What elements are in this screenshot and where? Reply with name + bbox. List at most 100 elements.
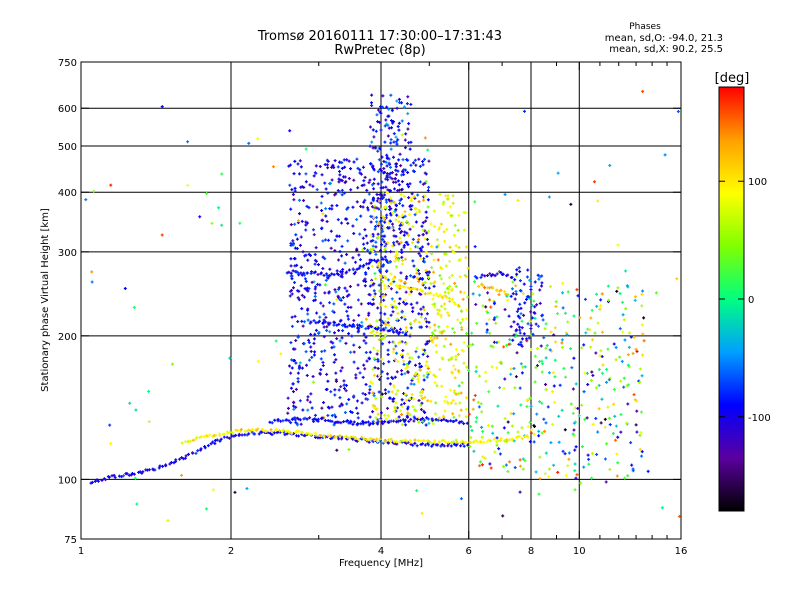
data-point xyxy=(296,335,300,339)
data-point xyxy=(508,338,512,342)
data-point xyxy=(376,232,380,236)
data-point xyxy=(209,442,213,446)
data-point xyxy=(334,358,338,362)
data-point xyxy=(425,312,429,316)
data-point xyxy=(335,337,339,341)
data-point xyxy=(290,366,294,370)
data-point xyxy=(389,313,393,317)
data-point xyxy=(566,464,570,468)
data-point xyxy=(355,218,359,222)
data-point xyxy=(378,418,382,422)
data-point xyxy=(515,268,519,272)
data-point xyxy=(383,413,387,417)
data-point xyxy=(340,270,344,274)
data-point xyxy=(541,318,545,322)
data-point xyxy=(356,326,360,330)
x-tick-label: 10 xyxy=(573,546,586,557)
data-point xyxy=(444,264,448,268)
data-point xyxy=(453,223,457,227)
data-point xyxy=(394,165,398,169)
data-point xyxy=(442,329,446,333)
data-point xyxy=(570,366,574,370)
data-point xyxy=(590,308,594,312)
data-point xyxy=(544,346,548,350)
data-point xyxy=(493,316,497,320)
data-point xyxy=(536,324,540,328)
data-point xyxy=(387,221,391,225)
data-point xyxy=(364,383,368,387)
data-point xyxy=(434,350,438,354)
data-point xyxy=(615,289,619,293)
data-point xyxy=(345,217,349,221)
data-point xyxy=(374,277,378,281)
data-point xyxy=(403,298,407,302)
data-point xyxy=(564,474,568,478)
data-point xyxy=(211,440,215,444)
data-point xyxy=(598,307,602,311)
data-point xyxy=(371,325,375,329)
data-point xyxy=(389,287,393,291)
data-point xyxy=(323,349,327,353)
data-point xyxy=(569,202,573,206)
data-point xyxy=(269,428,273,432)
data-point xyxy=(571,411,575,415)
data-point xyxy=(305,271,309,275)
data-point xyxy=(638,367,642,371)
data-point xyxy=(394,401,398,405)
data-point xyxy=(597,407,601,411)
data-point xyxy=(384,391,388,395)
data-point xyxy=(172,461,176,465)
data-point xyxy=(256,359,260,363)
data-point xyxy=(413,213,417,217)
data-point xyxy=(398,331,402,335)
data-point xyxy=(299,235,303,239)
data-point xyxy=(564,331,568,335)
data-point xyxy=(361,248,365,252)
data-point xyxy=(565,333,569,337)
data-point xyxy=(306,318,310,322)
data-point xyxy=(406,365,410,369)
data-point xyxy=(387,323,391,327)
data-point xyxy=(603,457,607,461)
chart-subtitle: RwPretec (8p) xyxy=(334,43,425,58)
data-point xyxy=(372,135,376,139)
data-point xyxy=(566,290,570,294)
data-point xyxy=(600,355,604,359)
data-point xyxy=(474,439,478,443)
data-point xyxy=(417,252,421,256)
data-point xyxy=(403,302,407,306)
data-point xyxy=(537,429,541,433)
data-point xyxy=(363,393,367,397)
data-point xyxy=(346,314,350,318)
data-point xyxy=(527,295,531,299)
data-point xyxy=(464,440,468,444)
data-point xyxy=(352,160,356,164)
data-point xyxy=(488,462,492,466)
data-point xyxy=(414,350,418,354)
data-point xyxy=(419,325,423,329)
phase-stats-o: mean, sd,O: -94.0, 21.3 xyxy=(605,33,723,44)
data-point xyxy=(410,356,414,360)
data-point xyxy=(601,371,605,375)
data-point xyxy=(543,472,547,476)
data-point xyxy=(290,417,294,421)
data-point xyxy=(313,287,317,291)
data-point xyxy=(407,185,411,189)
data-point xyxy=(194,451,198,455)
data-point xyxy=(294,387,298,391)
data-point xyxy=(632,335,636,339)
data-point xyxy=(438,367,442,371)
data-point xyxy=(215,438,219,442)
data-point xyxy=(372,258,376,262)
data-point xyxy=(198,215,202,219)
data-point xyxy=(382,171,386,175)
data-point xyxy=(506,273,510,277)
data-point xyxy=(515,272,519,276)
data-point xyxy=(344,383,348,387)
data-point xyxy=(333,193,337,197)
data-point xyxy=(380,357,384,361)
data-point xyxy=(392,397,396,401)
data-point xyxy=(368,384,372,388)
data-point xyxy=(382,159,386,163)
data-point xyxy=(361,236,365,240)
